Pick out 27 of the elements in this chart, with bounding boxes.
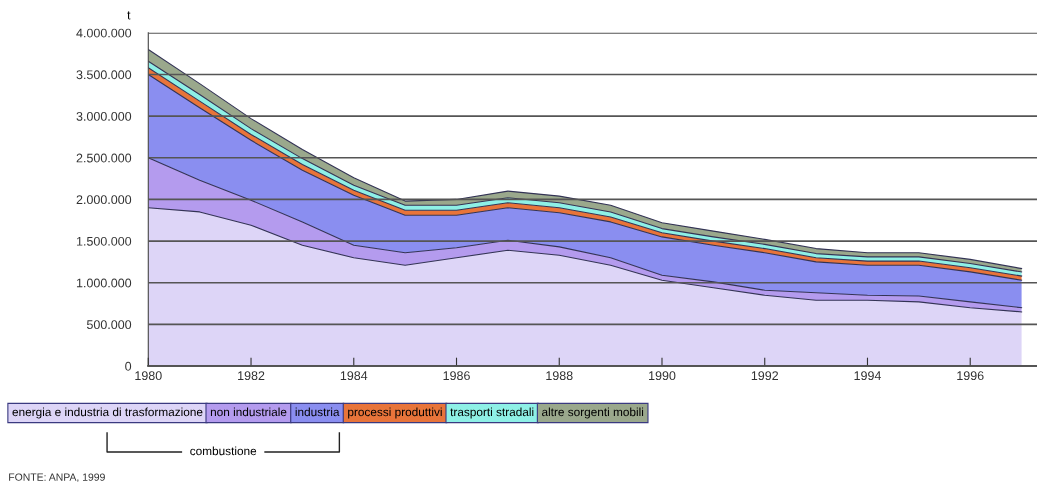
- x-tick-label: 1980: [135, 371, 162, 381]
- text: industria: [295, 407, 340, 417]
- y-tick-label: 3.500.000: [76, 70, 132, 80]
- y-tick-label: 500.000: [86, 320, 132, 330]
- x-tick-label: 1994: [854, 371, 882, 381]
- text: energia e industria di trasformazione: [12, 407, 203, 419]
- y-tick-label: 1.500.000: [76, 236, 132, 246]
- x-tick-label: 1992: [751, 371, 779, 381]
- y-axis-title: t: [127, 11, 131, 20]
- y-tick-label: 2.000.000: [76, 195, 132, 205]
- y-tick-label: 1.000.000: [76, 278, 132, 288]
- x-tick-label: 1988: [546, 371, 573, 381]
- x-tick-label: 1990: [649, 371, 676, 381]
- text: non industriale: [210, 407, 287, 417]
- y-tick-label: 4.000.000: [76, 28, 132, 38]
- x-tick-label: 1982: [238, 371, 265, 381]
- x-tick-label: 1986: [443, 371, 470, 381]
- y-tick-label: 0: [125, 361, 132, 371]
- y-tick-label: 2.500.000: [76, 153, 132, 163]
- x-tick-label: 1996: [957, 371, 984, 381]
- x-tick-label: 1984: [340, 371, 368, 381]
- y-tick-label: 3.000.000: [76, 111, 132, 121]
- text: combustione: [190, 446, 257, 456]
- text: trasporti stradali: [450, 407, 534, 419]
- source-note: FONTE: ANPA, 1999: [9, 473, 105, 483]
- text: altre sorgenti mobili: [542, 407, 644, 419]
- text: processi produttivi: [348, 407, 442, 419]
